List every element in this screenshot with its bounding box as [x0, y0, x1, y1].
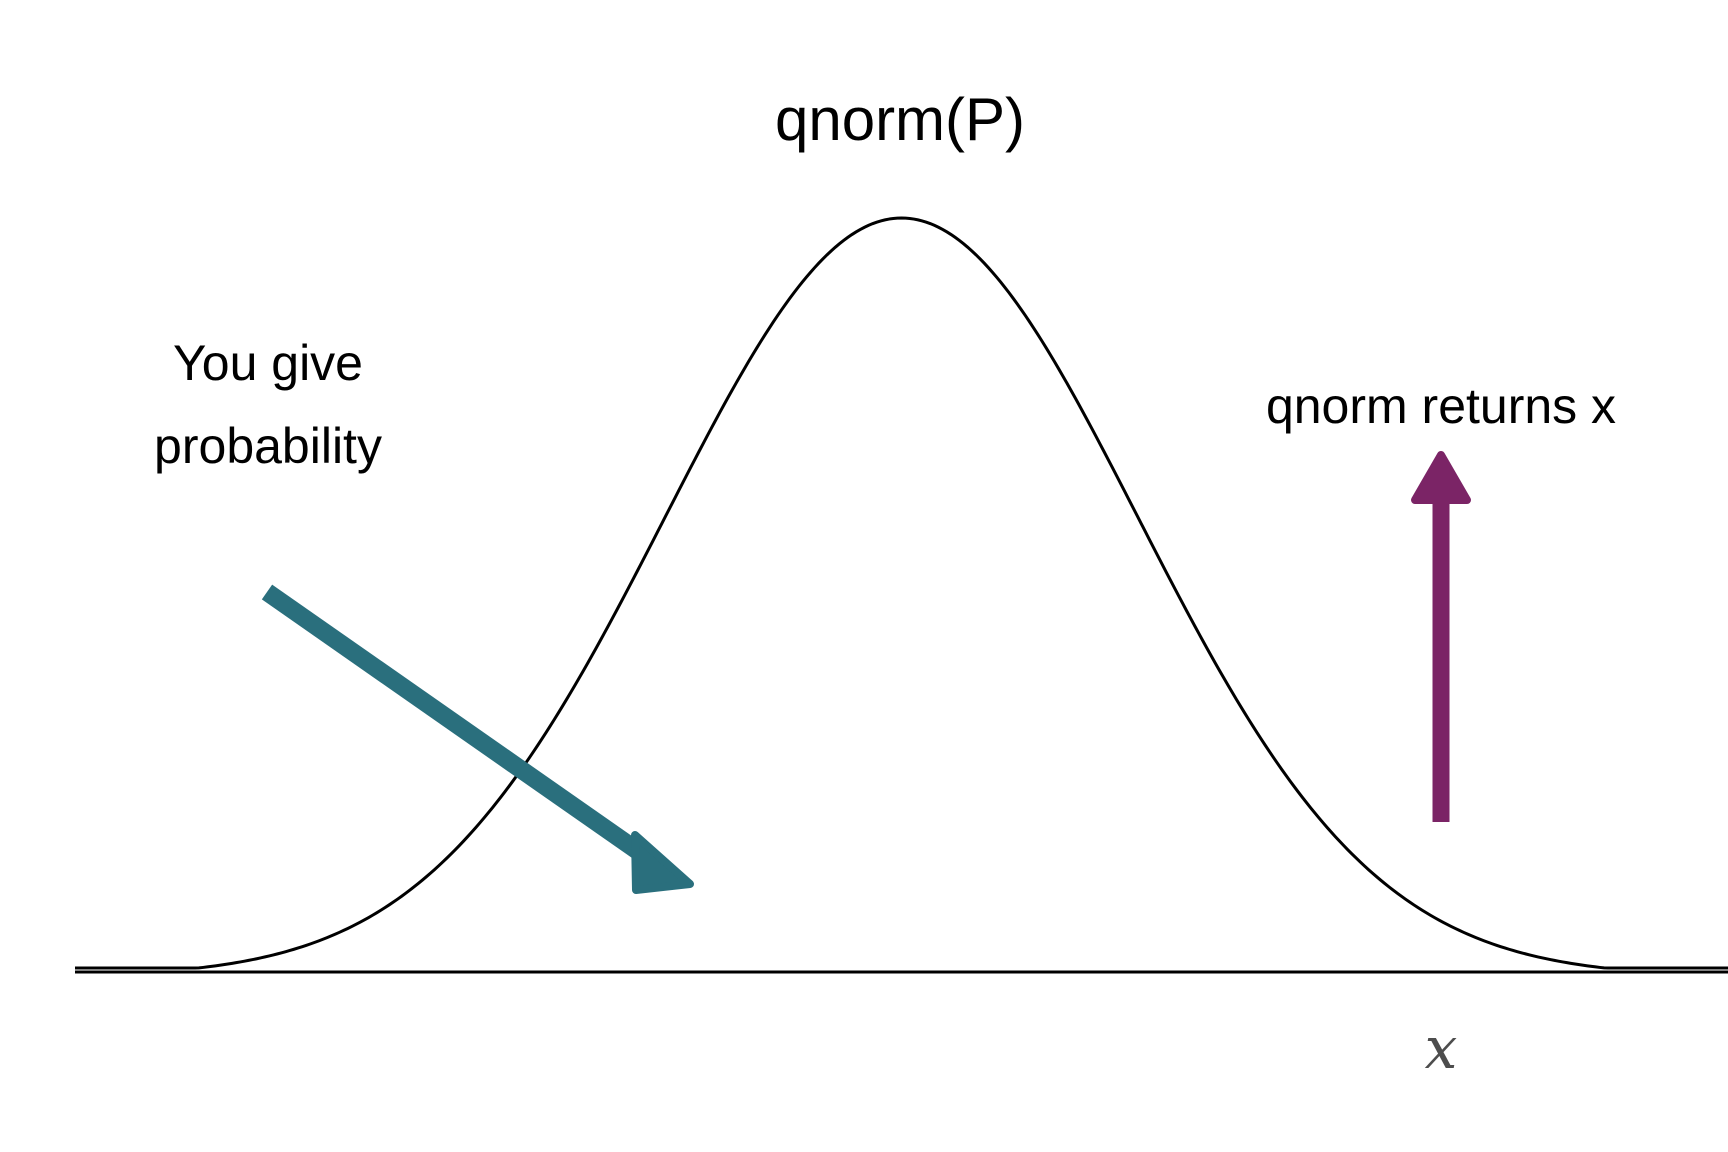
input-annotation-line-1: You give	[173, 335, 363, 391]
output-annotation-text: qnorm returns x	[1266, 378, 1616, 434]
density-curve	[75, 216, 1728, 970]
x-axis-label: x	[1425, 1014, 1458, 1082]
arrow-up-icon	[1411, 451, 1471, 822]
input-annotation-line-2: probability	[154, 418, 382, 474]
diagram-title: qnorm(P)	[775, 86, 1025, 153]
arrow-down-right-icon	[261, 584, 694, 894]
